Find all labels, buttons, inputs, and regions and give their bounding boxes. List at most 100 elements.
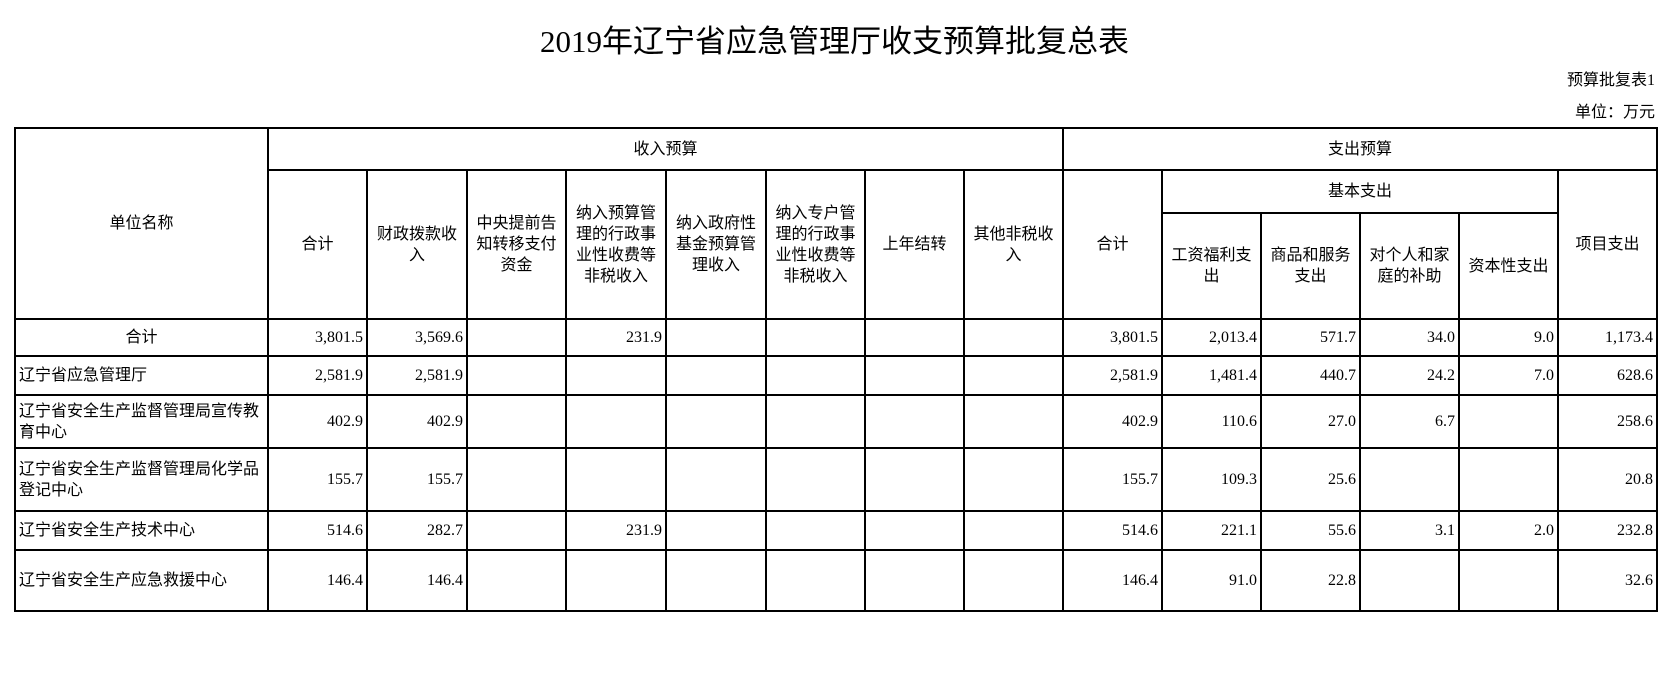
value-cell: 34.0 bbox=[1359, 318, 1461, 357]
value-cell bbox=[962, 318, 1065, 357]
value-cell bbox=[864, 549, 965, 612]
value-cell bbox=[466, 549, 567, 612]
header-capital: 资本性支出 bbox=[1458, 212, 1560, 320]
value-cell: 146.4 bbox=[267, 549, 368, 612]
value-cell: 514.6 bbox=[1062, 510, 1164, 551]
value-cell bbox=[565, 394, 667, 449]
value-cell: 3,801.5 bbox=[267, 318, 368, 357]
header-project-expense: 项目支出 bbox=[1557, 169, 1659, 320]
budget-table: 单位名称 收入预算 支出预算 合计 财政拨款收入 中央提前告知转移支付资金 纳入… bbox=[14, 127, 1659, 612]
table-row: 辽宁省安全生产监督管理局宣传教育中心 402.9 402.9 402.9 110.6 27… bbox=[14, 394, 1659, 449]
value-cell: 282.7 bbox=[366, 510, 468, 551]
value-cell: 514.6 bbox=[267, 510, 368, 551]
value-cell: 146.4 bbox=[366, 549, 468, 612]
table-row: 合计 3,801.5 3,569.6 231.9 3,801.5 2,013.4 571.7… bbox=[14, 318, 1659, 357]
value-cell bbox=[1458, 549, 1560, 612]
header-gov-fund: 纳入政府性基金预算管理收入 bbox=[665, 169, 767, 320]
value-cell bbox=[962, 549, 1065, 612]
value-cell bbox=[466, 394, 567, 449]
header-expense-total: 合计 bbox=[1062, 169, 1164, 320]
value-cell bbox=[665, 318, 767, 357]
value-cell bbox=[765, 355, 866, 396]
value-cell bbox=[765, 549, 866, 612]
value-cell bbox=[1359, 447, 1461, 512]
header-income: 收入预算 bbox=[266, 127, 1065, 171]
value-cell: 20.8 bbox=[1557, 447, 1659, 512]
header-budget-nontax: 纳入预算管理的行政事业性收费等非税收入 bbox=[565, 169, 667, 320]
value-cell: 155.7 bbox=[366, 447, 468, 512]
value-cell: 24.2 bbox=[1359, 355, 1461, 396]
unit-name-cell: 辽宁省安全生产监督管理局宣传教育中心 bbox=[14, 394, 269, 449]
value-cell bbox=[962, 510, 1065, 551]
header-subsidies: 对个人和家庭的补助 bbox=[1359, 212, 1461, 320]
header-wages: 工资福利支出 bbox=[1161, 212, 1263, 320]
value-cell: 2,581.9 bbox=[366, 355, 468, 396]
value-cell: 3,801.5 bbox=[1062, 318, 1164, 357]
value-cell bbox=[466, 318, 567, 357]
value-cell bbox=[665, 355, 767, 396]
header-basic-expense: 基本支出 bbox=[1161, 169, 1560, 214]
value-cell: 402.9 bbox=[366, 394, 468, 449]
value-cell: 27.0 bbox=[1260, 394, 1362, 449]
header-other-nontax: 其他非税收入 bbox=[962, 169, 1065, 320]
header-central-transfer: 中央提前告知转移支付资金 bbox=[466, 169, 567, 320]
value-cell: 231.9 bbox=[565, 318, 667, 357]
value-cell: 32.6 bbox=[1557, 549, 1659, 612]
value-cell: 155.7 bbox=[1062, 447, 1164, 512]
value-cell: 1,481.4 bbox=[1161, 355, 1263, 396]
value-cell bbox=[1359, 549, 1461, 612]
page-title: 2019年辽宁省应急管理厅收支预算批复总表 bbox=[540, 24, 1129, 59]
value-cell: 231.9 bbox=[565, 510, 667, 551]
header-unit-name: 单位名称 bbox=[14, 127, 269, 320]
unit-label: 单位：万元 bbox=[1574, 104, 1655, 121]
value-cell: 440.7 bbox=[1260, 355, 1362, 396]
value-cell bbox=[1458, 447, 1560, 512]
value-cell bbox=[765, 447, 866, 512]
value-cell bbox=[665, 394, 767, 449]
value-cell bbox=[565, 447, 667, 512]
value-cell: 2,581.9 bbox=[267, 355, 368, 396]
value-cell: 2,013.4 bbox=[1161, 318, 1263, 357]
value-cell: 3,569.6 bbox=[366, 318, 468, 357]
value-cell: 402.9 bbox=[267, 394, 368, 449]
value-cell bbox=[665, 510, 767, 551]
value-cell bbox=[565, 549, 667, 612]
value-cell: 91.0 bbox=[1161, 549, 1263, 612]
value-cell: 146.4 bbox=[1062, 549, 1164, 612]
value-cell bbox=[765, 318, 866, 357]
value-cell: 9.0 bbox=[1458, 318, 1560, 357]
unit-name-cell: 辽宁省安全生产技术中心 bbox=[14, 510, 269, 551]
value-cell: 155.7 bbox=[267, 447, 368, 512]
header-special-account-nontax: 纳入专户管理的行政事业性收费等非税收入 bbox=[765, 169, 866, 320]
value-cell: 628.6 bbox=[1557, 355, 1659, 396]
value-cell: 110.6 bbox=[1161, 394, 1263, 449]
value-cell: 258.6 bbox=[1557, 394, 1659, 449]
table-number: 预算批复表1 bbox=[1566, 72, 1655, 89]
value-cell bbox=[962, 394, 1065, 449]
value-cell: 25.6 bbox=[1260, 447, 1362, 512]
table-row: 辽宁省应急管理厅 2,581.9 2,581.9 2,581.9 1,481.4 440.… bbox=[14, 355, 1659, 396]
value-cell: 232.8 bbox=[1557, 510, 1659, 551]
value-cell: 109.3 bbox=[1161, 447, 1263, 512]
value-cell: 1,173.4 bbox=[1557, 318, 1659, 357]
value-cell: 2.0 bbox=[1458, 510, 1560, 551]
header-goods-services: 商品和服务支出 bbox=[1260, 212, 1362, 320]
value-cell bbox=[962, 355, 1065, 396]
value-cell bbox=[1458, 394, 1560, 449]
value-cell: 22.8 bbox=[1260, 549, 1362, 612]
table-row: 辽宁省安全生产应急救援中心 146.4 146.4 146.4 91.0 22.8 32.6 bbox=[14, 549, 1659, 612]
value-cell bbox=[864, 394, 965, 449]
value-cell bbox=[765, 510, 866, 551]
value-cell: 571.7 bbox=[1260, 318, 1362, 357]
table-row: 辽宁省安全生产监督管理局化学品登记中心 155.7 155.7 155.7 109.3 2… bbox=[14, 447, 1659, 512]
value-cell bbox=[466, 447, 567, 512]
value-cell bbox=[962, 447, 1065, 512]
header-income-total: 合计 bbox=[267, 169, 368, 320]
value-cell bbox=[665, 549, 767, 612]
value-cell bbox=[466, 510, 567, 551]
unit-name-cell: 辽宁省安全生产应急救援中心 bbox=[14, 549, 269, 612]
value-cell bbox=[864, 447, 965, 512]
unit-name-cell: 辽宁省应急管理厅 bbox=[14, 355, 269, 396]
value-cell bbox=[765, 394, 866, 449]
value-cell: 6.7 bbox=[1359, 394, 1461, 449]
